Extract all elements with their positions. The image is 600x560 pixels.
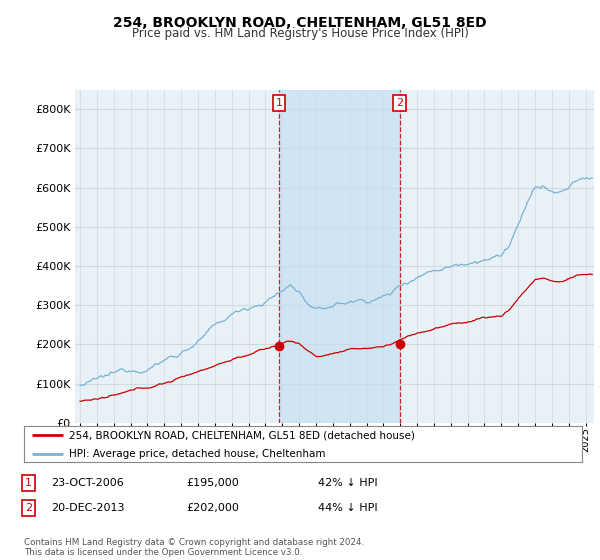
Text: HPI: Average price, detached house, Cheltenham: HPI: Average price, detached house, Chel… bbox=[68, 449, 325, 459]
Text: £202,000: £202,000 bbox=[186, 503, 239, 513]
Text: 20-DEC-2013: 20-DEC-2013 bbox=[51, 503, 125, 513]
Text: 254, BROOKLYN ROAD, CHELTENHAM, GL51 8ED: 254, BROOKLYN ROAD, CHELTENHAM, GL51 8ED bbox=[113, 16, 487, 30]
Text: 2: 2 bbox=[396, 98, 403, 108]
Text: 254, BROOKLYN ROAD, CHELTENHAM, GL51 8ED (detached house): 254, BROOKLYN ROAD, CHELTENHAM, GL51 8ED… bbox=[68, 431, 415, 440]
Text: 42% ↓ HPI: 42% ↓ HPI bbox=[318, 478, 377, 488]
Text: 23-OCT-2006: 23-OCT-2006 bbox=[51, 478, 124, 488]
Text: 2: 2 bbox=[25, 503, 32, 513]
Text: Price paid vs. HM Land Registry's House Price Index (HPI): Price paid vs. HM Land Registry's House … bbox=[131, 27, 469, 40]
Text: 1: 1 bbox=[25, 478, 32, 488]
Text: £195,000: £195,000 bbox=[186, 478, 239, 488]
Text: 1: 1 bbox=[275, 98, 283, 108]
Bar bbox=[279, 90, 400, 423]
Text: Contains HM Land Registry data © Crown copyright and database right 2024.
This d: Contains HM Land Registry data © Crown c… bbox=[24, 538, 364, 557]
Text: 44% ↓ HPI: 44% ↓ HPI bbox=[318, 503, 377, 513]
